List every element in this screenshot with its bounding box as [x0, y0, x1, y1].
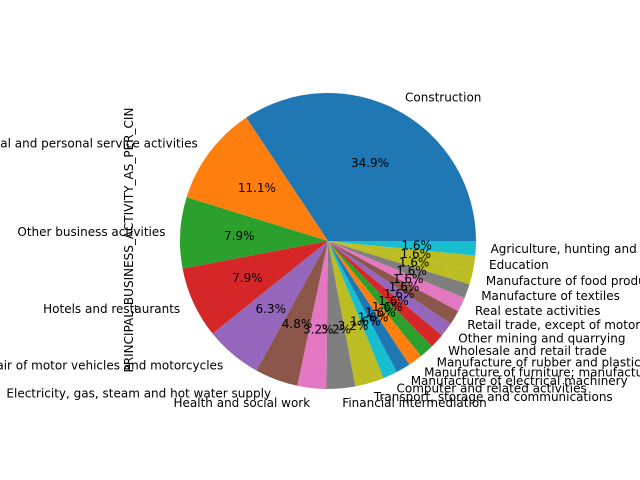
slice-label: Financial intermediation	[342, 396, 486, 410]
slice-label: Agriculture, hunting and related activit…	[491, 242, 640, 256]
slice-label: Real estate activities	[475, 304, 600, 318]
pie-slice	[328, 241, 451, 336]
pie-slice	[328, 241, 470, 299]
slice-label: Computer and related activities	[397, 382, 587, 396]
slice-label: Manufacture of food products	[486, 274, 640, 288]
pie-slice	[328, 241, 459, 324]
pie-slice	[328, 241, 442, 347]
pie-slice	[328, 241, 465, 312]
slice-labels: Construction Other community, social and …	[0, 91, 640, 411]
pie-slice	[256, 241, 328, 386]
percent-label: 4.8%	[282, 317, 313, 331]
percent-label: 1.6%	[396, 264, 427, 278]
slice-label: Health and social work	[174, 396, 311, 410]
percent-label: 34.9%	[351, 156, 389, 170]
slice-label: Transport, storage and communications	[373, 390, 613, 404]
slice-label: Other business activities	[17, 225, 165, 239]
percent-labels: 34.9%11.1%7.9%7.9%6.3%4.8%3.2%3.2%3.2%1.…	[224, 156, 432, 337]
percent-label: 1.6%	[378, 294, 409, 308]
pie-slice	[328, 241, 422, 365]
slice-label: Electricity, gas, steam and hot water su…	[6, 387, 271, 401]
slice-label: Other community, social and personal ser…	[0, 136, 198, 150]
slice-label: Hotels and restaurants	[43, 302, 180, 316]
percent-label: 1.6%	[399, 256, 430, 270]
pie-slice	[328, 241, 397, 379]
percent-label: 1.6%	[358, 311, 389, 325]
slice-label: Manufacture of furniture; manufacturing	[424, 365, 640, 379]
pie-slice	[179, 197, 328, 269]
slice-label: Sale, maintenance and repair of motor ve…	[0, 359, 223, 373]
pie-slice	[328, 241, 476, 256]
slice-label: Education	[489, 258, 549, 272]
percent-label: 7.9%	[232, 271, 263, 285]
slice-label: Other mining and quarrying	[458, 332, 625, 346]
slice-label: Manufacture of electrical machinery	[411, 374, 628, 388]
percent-label: 7.9%	[224, 229, 255, 243]
pie-slice	[297, 241, 328, 389]
pie-slice	[328, 241, 433, 356]
slice-label: Wholesale and retail trade	[448, 344, 607, 358]
percent-label: 1.6%	[401, 238, 432, 252]
percent-label: 3.2%	[338, 319, 369, 333]
percent-label: 6.3%	[256, 302, 287, 316]
percent-label: 1.6%	[350, 315, 381, 329]
pie-slice	[328, 241, 476, 271]
slice-label: Manufacture of textiles	[481, 289, 620, 303]
pie-slice	[186, 117, 328, 241]
percent-label: 1.6%	[389, 280, 420, 294]
percent-label: 11.1%	[238, 181, 276, 195]
pie-slice	[212, 241, 328, 371]
pie-slices	[179, 92, 477, 389]
percent-label: 1.6%	[372, 300, 403, 314]
pie-slice	[328, 241, 384, 387]
percent-label: 3.2%	[321, 323, 352, 337]
percent-label: 1.6%	[393, 272, 424, 286]
percent-label: 1.6%	[384, 287, 415, 301]
slice-label: Retail trade, except of motor vehicles	[467, 318, 640, 332]
percent-label: 1.6%	[401, 247, 432, 261]
pie-slice	[326, 241, 356, 389]
pie-slice	[246, 92, 477, 241]
pie-slice	[328, 241, 410, 373]
percent-label: 3.2%	[303, 322, 334, 336]
slice-label: Construction	[405, 91, 481, 105]
pie-slice	[328, 241, 474, 285]
percent-label: 1.6%	[365, 306, 396, 320]
pie-slice	[182, 241, 328, 334]
y-axis-label: PRINCIPAL_BUSINESS_ACTIVITY_AS_PER_CIN	[122, 108, 136, 373]
slice-label: Manufacture of rubber and plastics	[437, 355, 640, 369]
